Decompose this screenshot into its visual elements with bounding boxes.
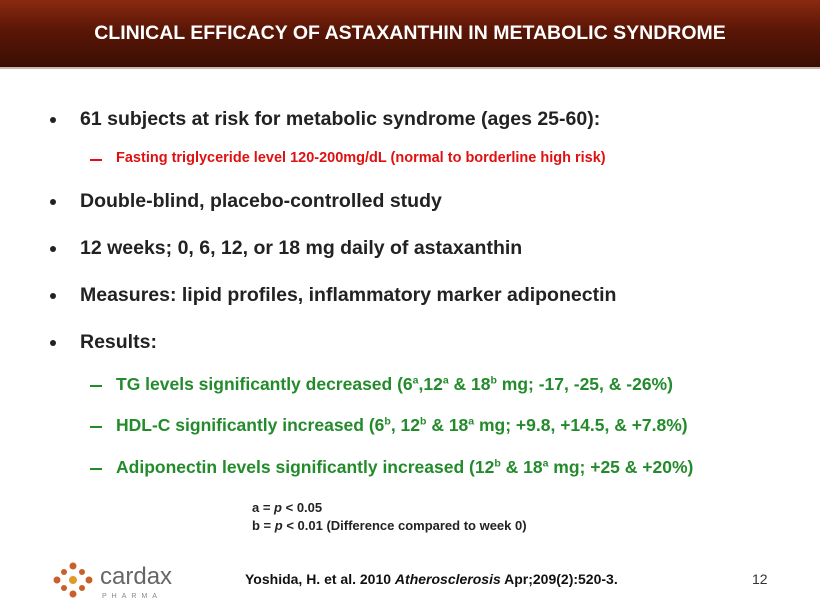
text: b xyxy=(384,415,391,428)
text: b xyxy=(490,374,497,387)
text: a = xyxy=(252,500,275,515)
text: , 12 xyxy=(390,415,421,435)
text: b = xyxy=(252,518,275,533)
text: b xyxy=(420,415,427,428)
text: mg; +25 & +20%) xyxy=(548,457,694,477)
result: Adiponectin levels significantly increas… xyxy=(90,457,694,478)
page-number: 12 xyxy=(752,571,768,587)
title: CLINICAL EFFICACY OF ASTAXANTHIN IN META… xyxy=(94,22,726,44)
logo-tagline: PHARMA xyxy=(102,593,162,600)
text: a xyxy=(442,374,449,387)
bullet-text: Results: xyxy=(80,331,157,353)
text: < 0.01 (Difference compared to week 0) xyxy=(282,518,527,533)
sub-bullet: Fasting triglyceride level 120-200mg/dL … xyxy=(90,150,606,166)
text: Yoshida, H. et al. 2010 xyxy=(245,571,395,587)
bullet: Double-blind, placebo-controlled study xyxy=(50,190,442,213)
bullet: 12 weeks; 0, 6, 12, or 18 mg daily of as… xyxy=(50,237,523,260)
bullet: 61 subjects at risk for metabolic syndro… xyxy=(50,108,601,131)
text: p xyxy=(274,500,282,515)
text: Adiponectin levels significantly increas… xyxy=(116,457,495,477)
text: Apr;209(2):520-3. xyxy=(500,571,618,587)
text: b xyxy=(494,457,501,470)
text: < 0.05 xyxy=(282,500,323,515)
bullet-text: Measures: lipid profiles, inflammatory m… xyxy=(80,284,617,306)
text: TG levels significantly decreased (6 xyxy=(116,374,413,394)
header: CLINICAL EFFICACY OF ASTAXANTHIN IN META… xyxy=(0,0,820,69)
text: & 18 xyxy=(500,457,543,477)
bullet-text: 61 subjects at risk for metabolic syndro… xyxy=(80,108,601,130)
text: mg; -17, -25, & -26%) xyxy=(496,374,673,394)
text: a xyxy=(542,457,549,470)
bullet-text: 12 weeks; 0, 6, 12, or 18 mg daily of as… xyxy=(80,237,523,259)
text: ,12 xyxy=(418,374,443,394)
logo-name: cardax xyxy=(100,563,172,590)
logo: cardax PHARMA xyxy=(53,562,172,600)
sub-text: Fasting triglyceride level 120-200mg/dL … xyxy=(116,150,606,166)
text: mg; +9.8, +14.5, & +7.8%) xyxy=(474,415,688,435)
text: a xyxy=(412,374,419,387)
bullet-text: Double-blind, placebo-controlled study xyxy=(80,190,442,212)
bullet: Measures: lipid profiles, inflammatory m… xyxy=(50,284,617,307)
text: Atherosclerosis xyxy=(394,571,501,587)
result: TG levels significantly decreased (6a,12… xyxy=(90,374,673,395)
text: & 18 xyxy=(426,415,469,435)
bullet: Results: xyxy=(50,331,157,354)
text: HDL-C significantly increased (6 xyxy=(116,415,385,435)
citation: Yoshida, H. et al. 2010 Atherosclerosis … xyxy=(245,571,618,587)
result: HDL-C significantly increased (6b, 12b &… xyxy=(90,415,688,436)
footnote: a = p < 0.05 xyxy=(252,500,322,515)
text: & 18 xyxy=(448,374,491,394)
text: a xyxy=(468,415,475,428)
footnote: b = p < 0.01 (Difference compared to wee… xyxy=(252,518,527,533)
text: p xyxy=(274,518,283,533)
